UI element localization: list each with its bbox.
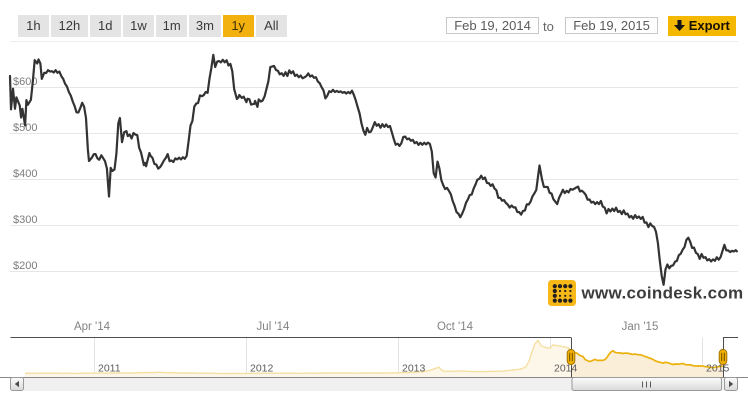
svg-text:Jul '14: Jul '14	[257, 321, 290, 333]
svg-text:$500: $500	[13, 122, 37, 134]
svg-text:Jan '15: Jan '15	[622, 321, 659, 333]
svg-text:Oct '14: Oct '14	[437, 321, 474, 333]
svg-text:2011: 2011	[98, 362, 121, 374]
svg-text:2012: 2012	[250, 362, 274, 374]
svg-text:2013: 2013	[402, 362, 426, 374]
svg-text:$200: $200	[13, 260, 37, 272]
svg-text:$400: $400	[13, 168, 37, 180]
svg-text:Apr '14: Apr '14	[74, 321, 111, 333]
svg-text:$300: $300	[13, 214, 37, 226]
svg-text:www.coindesk.com: www.coindesk.com	[581, 284, 744, 303]
